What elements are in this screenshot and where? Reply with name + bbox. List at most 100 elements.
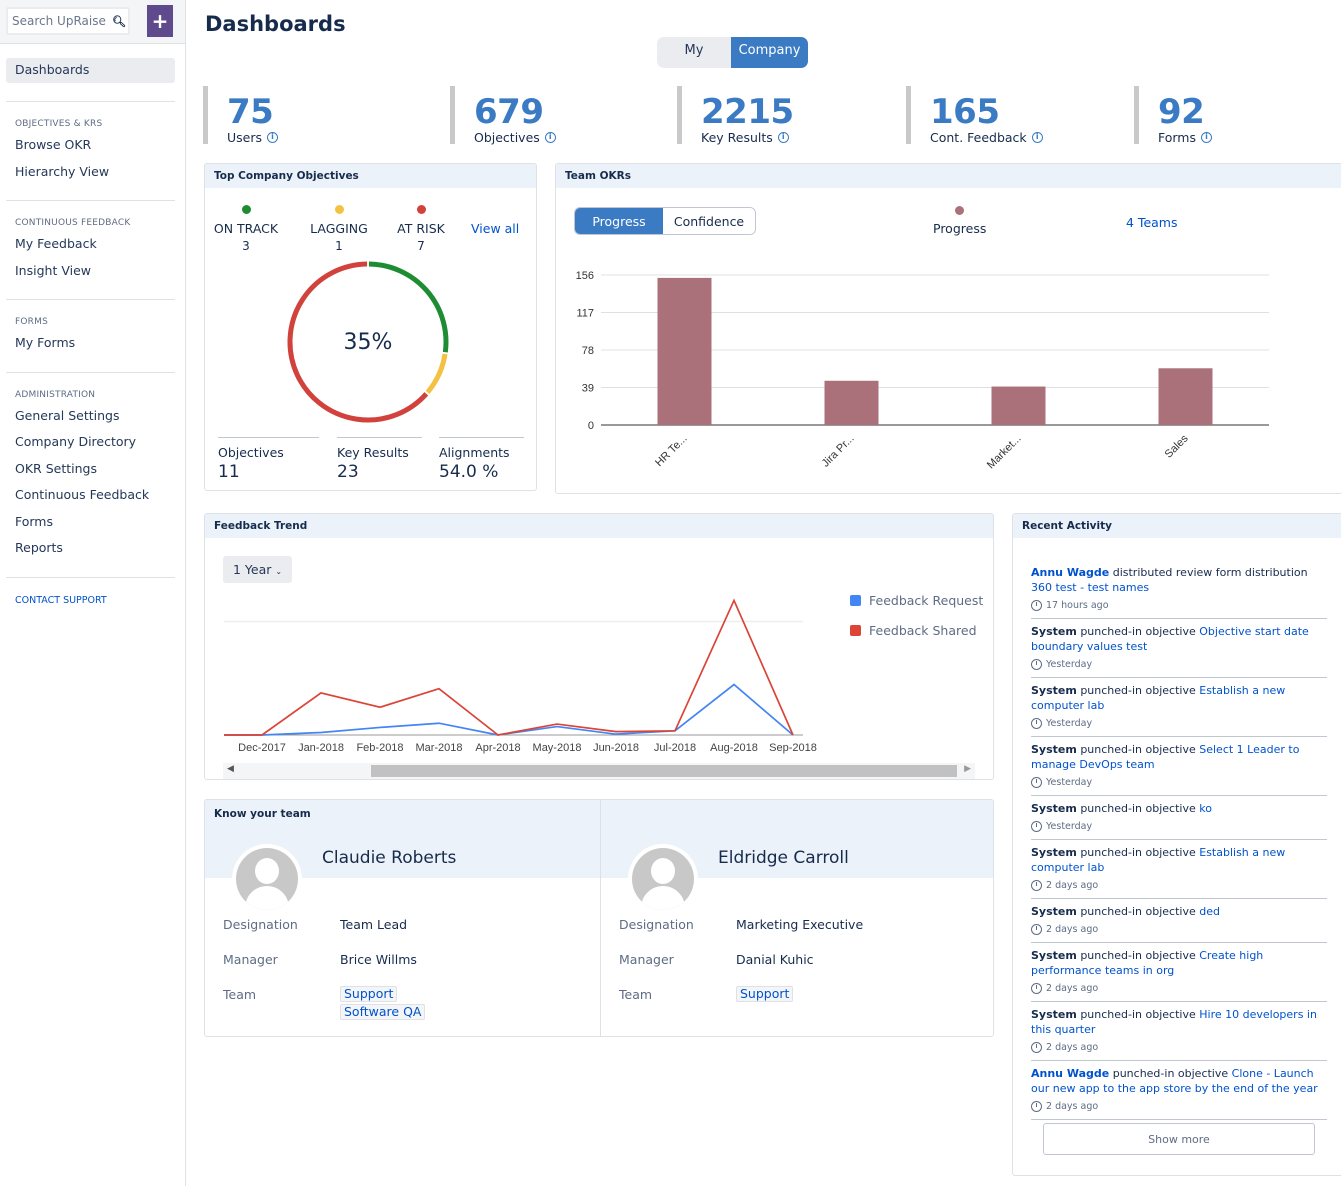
footer-objectives: Objectives 11: [218, 437, 319, 482]
activity-target-link[interactable]: Select 1 Leader to manage DevOps team: [1031, 743, 1300, 771]
divider: [6, 299, 175, 300]
clock-icon: [1031, 659, 1042, 670]
activity-target-link[interactable]: Create high performance teams in org: [1031, 949, 1264, 977]
x-tick-label: Sales: [1163, 432, 1191, 460]
team-tag[interactable]: Support: [736, 986, 794, 1002]
member-name[interactable]: Eldridge Carroll: [718, 848, 849, 868]
search-box[interactable]: 🔍︎: [6, 7, 130, 35]
contact-support-link[interactable]: CONTACT SUPPORT: [15, 594, 107, 606]
clock-icon: [1031, 600, 1042, 611]
sidebar-item-my-feedback[interactable]: My Feedback: [15, 236, 97, 251]
activity-target-link[interactable]: Clone - Launch our new app to the app st…: [1031, 1067, 1318, 1095]
bar[interactable]: [991, 386, 1046, 425]
activity-time-text: Yesterday: [1046, 718, 1093, 729]
team-tag[interactable]: Support: [340, 986, 398, 1002]
sidebar-item-general-settings[interactable]: General Settings: [15, 407, 120, 423]
team-label: Team: [619, 987, 653, 1002]
y-tick-label: 156: [576, 270, 594, 282]
activity-target-link[interactable]: ded: [1199, 905, 1220, 918]
designation-label: Designation: [619, 917, 694, 932]
donut-segment-lagging[interactable]: [425, 353, 448, 394]
donut-segment-on-track[interactable]: [368, 261, 449, 353]
team-label: Team: [223, 987, 257, 1002]
sidebar-item-okr-settings[interactable]: OKR Settings: [15, 460, 97, 476]
create-button[interactable]: +: [147, 5, 173, 37]
line-series-feedback-request[interactable]: [224, 683, 794, 736]
sidebar-item-my-forms[interactable]: My Forms: [15, 335, 76, 350]
sidebar-item-insight-view[interactable]: Insight View: [15, 262, 91, 278]
activity-actor[interactable]: Annu Wagde: [1031, 1067, 1110, 1080]
bar[interactable]: [824, 380, 879, 425]
teams-link[interactable]: 4 Teams: [1126, 215, 1178, 230]
legend-feedback-shared[interactable]: Feedback Shared: [850, 623, 977, 638]
chevron-down-icon: ⌄: [275, 567, 283, 576]
scrollbar-thumb[interactable]: [371, 765, 957, 777]
activity-item: System punched-in objective Establish a …: [1031, 678, 1327, 737]
info-icon[interactable]: i: [544, 132, 556, 143]
tab-confidence[interactable]: Confidence: [663, 208, 755, 234]
footer-label: Objectives: [218, 445, 284, 460]
divider: [6, 101, 175, 102]
info-icon[interactable]: i: [1201, 132, 1213, 143]
activity-item: System punched-in objective Objective st…: [1031, 619, 1327, 678]
activity-target-link[interactable]: Establish a new computer lab: [1031, 846, 1286, 874]
status-dot-green: [241, 205, 251, 214]
view-all-link[interactable]: View all: [471, 221, 520, 236]
sidebar-item-company-directory[interactable]: Company Directory: [15, 434, 137, 449]
range-dropdown[interactable]: 1 Year ⌄: [223, 556, 293, 583]
card-title: Top Company Objectives: [205, 164, 536, 188]
activity-action: punched-in objective: [1080, 684, 1196, 697]
activity-actor: System: [1031, 625, 1077, 638]
team-tag[interactable]: Software QA: [340, 1004, 426, 1020]
sidebar-item-continuous-feedback[interactable]: Continuous Feedback: [15, 487, 150, 502]
activity-target-link[interactable]: Establish a new computer lab: [1031, 684, 1286, 712]
search-icon[interactable]: 🔍︎: [112, 14, 126, 28]
activity-actor: System: [1031, 743, 1077, 756]
activity-time: Yesterday: [1031, 819, 1327, 834]
divider: [6, 371, 175, 373]
status-count: 1: [335, 239, 343, 253]
activity-text: System punched-in objective Hire 10 deve…: [1031, 1007, 1327, 1037]
x-tick-label: Apr-2018: [475, 742, 520, 754]
donut-segment-at-risk[interactable]: [287, 261, 429, 423]
bar[interactable]: [657, 277, 712, 425]
activity-target-link[interactable]: Hire 10 developers in this quarter: [1031, 1008, 1317, 1036]
activity-time: Yesterday: [1031, 775, 1327, 790]
activity-target-link[interactable]: 360 test - test names: [1031, 581, 1150, 594]
member-name[interactable]: Claudie Roberts: [322, 848, 457, 868]
bar[interactable]: [1158, 368, 1213, 425]
clock-icon: [1031, 1042, 1042, 1053]
line-series-feedback-shared[interactable]: [224, 598, 794, 736]
toggle-company[interactable]: Company: [731, 37, 808, 68]
activity-text: Annu Wagde distributed review form distr…: [1031, 565, 1327, 595]
scroll-right-icon[interactable]: ▶: [964, 764, 971, 774]
recent-activity-card: Recent Activity Annu Wagde distributed r…: [1012, 513, 1341, 1176]
sidebar-item-browse-okr[interactable]: Browse OKR: [15, 137, 92, 152]
tab-progress[interactable]: Progress: [575, 208, 663, 234]
range-label: 1 Year: [233, 562, 272, 577]
objectives-donut-chart: [287, 261, 449, 423]
activity-time-text: Yesterday: [1046, 821, 1093, 832]
scope-toggle: My Company: [657, 37, 808, 68]
x-tick-label: Mar-2018: [415, 742, 462, 754]
x-tick-label: Sep-2018: [769, 742, 817, 754]
activity-actor[interactable]: Annu Wagde: [1031, 566, 1110, 579]
info-icon[interactable]: i: [267, 132, 279, 143]
sidebar-item-reports[interactable]: Reports: [15, 540, 63, 555]
show-more-button[interactable]: Show more: [1043, 1123, 1315, 1155]
clock-icon: [1031, 777, 1042, 788]
scroll-left-icon[interactable]: ◀: [227, 764, 234, 774]
chart-horizontal-scrollbar[interactable]: ◀ ▶: [223, 763, 975, 779]
legend-feedback-request[interactable]: Feedback Request: [850, 593, 983, 608]
legend-swatch: [850, 625, 861, 636]
sidebar-item-dashboards[interactable]: Dashboards: [6, 58, 175, 83]
activity-target-link[interactable]: Objective start date boundary values tes…: [1031, 625, 1309, 653]
info-icon[interactable]: i: [1031, 132, 1043, 143]
sidebar-nav: Dashboards OBJECTIVES & KRS Browse OKR H…: [0, 44, 185, 606]
info-icon[interactable]: i: [777, 132, 789, 143]
sidebar-item-hierarchy-view[interactable]: Hierarchy View: [15, 163, 110, 179]
search-input[interactable]: [12, 14, 112, 28]
toggle-my[interactable]: My: [657, 37, 731, 68]
activity-target-link[interactable]: ko: [1199, 802, 1212, 815]
sidebar-item-forms[interactable]: Forms: [15, 513, 54, 529]
